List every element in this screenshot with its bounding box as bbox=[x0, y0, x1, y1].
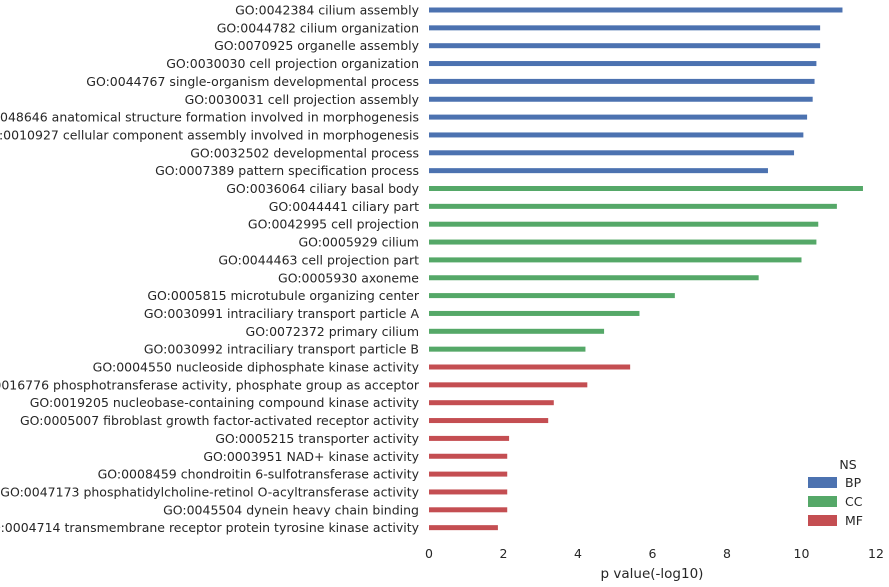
bar-cc bbox=[429, 275, 759, 281]
bar-mf bbox=[429, 525, 498, 531]
bar-mf bbox=[429, 489, 508, 495]
legend-swatch-cc bbox=[808, 496, 837, 507]
bar-cc bbox=[429, 310, 640, 316]
category-label: GO:0030991 intraciliary transport partic… bbox=[144, 306, 420, 321]
category-label: GO:0030030 cell projection organization bbox=[166, 56, 419, 71]
bar-cc bbox=[429, 186, 863, 191]
category-labels: GO:0042384 cilium assembly GO:0044782 cil… bbox=[0, 3, 420, 536]
bar-cc bbox=[429, 328, 605, 334]
bar-mf bbox=[429, 418, 549, 424]
x-tick-label: 12 bbox=[868, 546, 884, 561]
legend: NS BP CC MF bbox=[808, 457, 863, 528]
bar-bp bbox=[429, 25, 821, 31]
x-tick-label: 2 bbox=[500, 546, 508, 561]
bar-bp bbox=[429, 150, 795, 156]
category-label: GO:0008459 chondroitin 6-sulfotransferas… bbox=[98, 467, 420, 482]
category-label: GO:0042995 cell projection bbox=[248, 217, 419, 232]
category-label: GO:0016776 phosphotransferase activity, … bbox=[0, 377, 420, 392]
bar-cc bbox=[429, 221, 819, 227]
category-label: GO:0003951 NAD+ kinase activity bbox=[203, 449, 419, 464]
bar-bp bbox=[429, 78, 815, 84]
bar-cc bbox=[429, 257, 802, 263]
category-label: GO:0030992 intraciliary transport partic… bbox=[144, 342, 419, 357]
category-label: GO:0030031 cell projection assembly bbox=[185, 92, 420, 107]
category-label: GO:0005930 axoneme bbox=[278, 270, 419, 285]
bar-cc bbox=[429, 346, 586, 352]
bar-cc bbox=[429, 203, 837, 209]
x-tick-label: 4 bbox=[574, 546, 582, 561]
bar-group bbox=[429, 7, 863, 531]
category-label: GO:0005929 cilium bbox=[298, 235, 419, 250]
legend-swatch-mf bbox=[808, 515, 837, 526]
legend-label-mf: MF bbox=[845, 513, 863, 528]
category-label: GO:0005215 transporter activity bbox=[215, 431, 419, 446]
bar-cc bbox=[429, 239, 817, 245]
x-tick-label: 10 bbox=[794, 546, 810, 561]
legend-title: NS bbox=[839, 457, 856, 472]
bar-bp bbox=[429, 168, 768, 174]
legend-label-bp: BP bbox=[845, 475, 862, 490]
bar-mf bbox=[429, 435, 510, 441]
x-tick-label: 0 bbox=[425, 546, 433, 561]
category-label: GO:0044463 cell projection part bbox=[218, 252, 419, 267]
x-axis-ticks: 0 2 4 6 8 10 12 bbox=[425, 546, 884, 561]
category-label: GO:0007389 pattern specification process bbox=[155, 163, 419, 178]
bar-mf bbox=[429, 400, 554, 406]
category-label: GO:0004714 transmembrane receptor protei… bbox=[0, 520, 420, 535]
bar-bp bbox=[429, 7, 843, 13]
category-label: GO:0045504 dynein heavy chain binding bbox=[163, 502, 419, 517]
x-tick-label: 8 bbox=[723, 546, 731, 561]
bar-bp bbox=[429, 61, 817, 67]
category-label: GO:0044441 ciliary part bbox=[269, 199, 419, 214]
category-label: GO:0047173 phosphatidylcholine-retinol O… bbox=[0, 484, 419, 499]
category-label: GO:0032502 developmental process bbox=[190, 145, 419, 160]
bar-bp bbox=[429, 43, 821, 49]
category-label: GO:0044782 cilium organization bbox=[217, 20, 419, 35]
bar-mf bbox=[429, 382, 588, 388]
bar-bp bbox=[429, 132, 804, 138]
bar-mf bbox=[429, 364, 631, 370]
bar-mf bbox=[429, 507, 508, 513]
bar-bp bbox=[429, 114, 808, 120]
category-label: GO:0005007 fibroblast growth factor-acti… bbox=[20, 413, 420, 428]
category-label: GO:0004550 nucleoside diphosphate kinase… bbox=[93, 360, 420, 375]
category-label: GO:0010927 cellular component assembly i… bbox=[0, 127, 419, 142]
category-label: GO:0005815 microtubule organizing center bbox=[147, 288, 420, 303]
category-label: GO:0072372 primary cilium bbox=[246, 324, 419, 339]
legend-items: BP CC MF bbox=[808, 475, 863, 528]
legend-label-cc: CC bbox=[845, 494, 863, 509]
x-axis-title: p value(-log10) bbox=[601, 566, 704, 582]
category-label: GO:0019205 nucleobase-containing compoun… bbox=[30, 395, 420, 410]
category-label: GO:0048646 anatomical structure formatio… bbox=[0, 110, 419, 125]
category-label: GO:0042384 cilium assembly bbox=[235, 3, 419, 18]
bar-cc bbox=[429, 293, 675, 299]
bar-bp bbox=[429, 96, 813, 102]
bar-mf bbox=[429, 471, 508, 477]
bar-mf bbox=[429, 453, 508, 459]
category-label: GO:0044767 single-organism developmental… bbox=[86, 74, 419, 89]
category-label: GO:0070925 organelle assembly bbox=[214, 38, 420, 53]
x-tick-label: 6 bbox=[649, 546, 657, 561]
legend-swatch-bp bbox=[808, 477, 837, 488]
category-label: GO:0036064 ciliary basal body bbox=[226, 181, 419, 196]
